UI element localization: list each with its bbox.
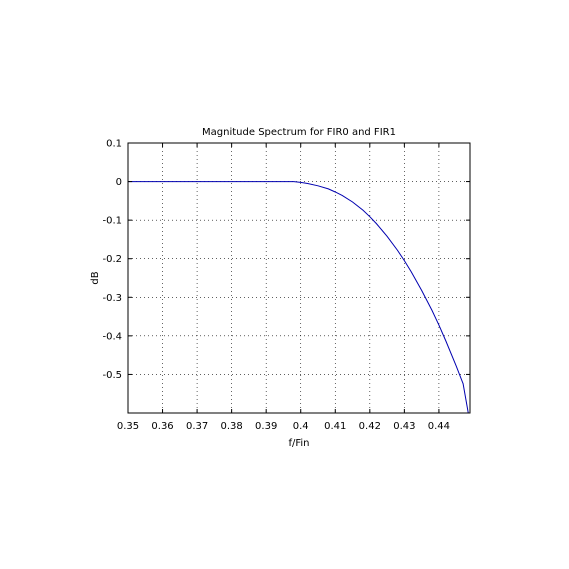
y-tick-label: 0.1 bbox=[106, 139, 122, 150]
series-group bbox=[128, 181, 469, 414]
x-tick-label: 0.4 bbox=[293, 421, 309, 432]
chart-title: Magnitude Spectrum for FIR0 and FIR1 bbox=[202, 127, 396, 138]
y-tick-label: -0.2 bbox=[102, 254, 122, 265]
y-tick-label: -0.3 bbox=[102, 293, 122, 304]
x-tick-label: 0.42 bbox=[359, 421, 381, 432]
y-tick-labels: 0.1 0 -0.1 -0.2 -0.3 -0.4 -0.5 bbox=[102, 139, 122, 381]
y-axis-label: dB bbox=[90, 271, 101, 284]
series-line bbox=[128, 181, 469, 414]
y-tick-label: -0.5 bbox=[102, 370, 122, 381]
x-tick-label: 0.35 bbox=[117, 421, 139, 432]
y-tick-label: -0.4 bbox=[102, 331, 122, 342]
x-tick-label: 0.41 bbox=[324, 421, 346, 432]
x-tick-label: 0.39 bbox=[255, 421, 277, 432]
x-tick-label: 0.44 bbox=[428, 421, 450, 432]
x-tick-label: 0.36 bbox=[151, 421, 173, 432]
x-tick-label: 0.43 bbox=[393, 421, 415, 432]
y-tick-label: 0 bbox=[116, 177, 122, 188]
x-axis-label: f/Fin bbox=[288, 438, 309, 449]
x-tick-label: 0.38 bbox=[221, 421, 243, 432]
tick-marks bbox=[127, 142, 470, 413]
x-tick-labels: 0.35 0.36 0.37 0.38 0.39 0.4 0.41 0.42 0.43 0.44 bbox=[117, 421, 450, 432]
y-tick-label: -0.1 bbox=[102, 216, 122, 227]
axes-frame bbox=[127, 142, 471, 414]
x-tick-label: 0.37 bbox=[186, 421, 208, 432]
plot-area bbox=[127, 142, 471, 414]
